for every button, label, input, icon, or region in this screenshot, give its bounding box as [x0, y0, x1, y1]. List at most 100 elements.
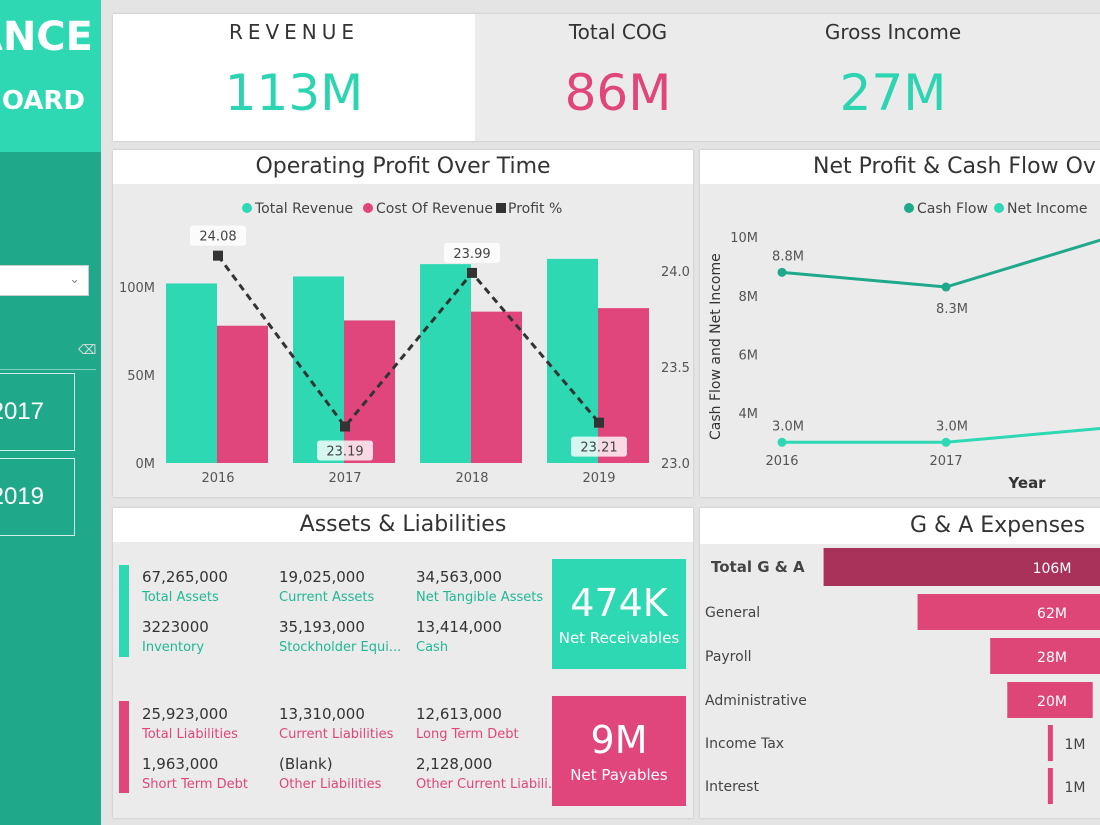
metric-value: 13,414,000 [416, 618, 502, 636]
y2-tick-label: 23.0 [661, 457, 690, 472]
bar-cost-of-revenue [471, 311, 522, 463]
chart-title: Operating Profit Over Time [113, 150, 693, 184]
metric-label: Total Liabilities [142, 727, 238, 742]
metric-value: (Blank) [279, 755, 333, 773]
metric-label: Other Liabilities [279, 777, 382, 792]
legend-marker [242, 203, 252, 213]
kpi-value: 113M [224, 64, 364, 122]
kpi-label: Gross Income [824, 20, 962, 44]
year-button-2017[interactable]: 2017 [0, 373, 75, 451]
dashboard-title: ANCE [0, 14, 93, 60]
funnel-category-label: Income Tax [705, 736, 784, 752]
funnel-bar [990, 638, 1100, 674]
x-tick-label: 2019 [582, 471, 615, 486]
legend-label: Profit % [508, 201, 562, 217]
y2-tick-label: 23.5 [661, 361, 690, 376]
profit-point [340, 421, 350, 432]
funnel-value-label: 28M [1037, 650, 1067, 666]
y-axis-label: Cash Flow and Net Income [708, 253, 724, 440]
y-tick-label: 4M [739, 407, 759, 422]
kpi-cog: Total COG 86M [513, 14, 723, 141]
dashboard-subtitle: BOARD [0, 86, 85, 116]
ga-funnel-chart: Total G & A 106M General 62M Payroll 28M Admin… [705, 548, 1100, 804]
card-value: 9M [590, 718, 648, 762]
data-label: 8.8M [772, 249, 804, 264]
funnel-value-label: 106M [1033, 561, 1072, 577]
x-tick-label: 2017 [328, 471, 361, 486]
funnel-bar [823, 548, 1100, 586]
kpi-strip: REVENUE 113M Total COG 86M Gross Income … [113, 14, 1100, 141]
chart-title: Net Profit & Cash Flow Ov [700, 150, 1100, 184]
card-label: Net Receivables [558, 629, 680, 647]
y-tick-label: 6M [739, 348, 759, 363]
funnel-category-label: Interest [705, 779, 759, 795]
metric-value: 13,310,000 [279, 705, 365, 723]
metric-value: 34,563,000 [416, 568, 502, 586]
bar-cost-of-revenue [217, 325, 268, 463]
ga-expenses-panel: G & A Expenses Total G & A 106M General 62M… [700, 508, 1100, 818]
metric-label: Total Assets [142, 590, 219, 605]
legend-marker [904, 203, 914, 213]
bar-total-revenue [166, 283, 217, 463]
sidebar-header: ANCE BOARD [0, 0, 101, 152]
divider [0, 369, 96, 370]
series-point [941, 437, 951, 447]
legend-marker [496, 203, 506, 213]
y-tick-label: 0M [136, 457, 156, 472]
funnel-category-label: Payroll [705, 649, 751, 665]
data-label-bg [317, 440, 373, 461]
series-point [941, 282, 951, 292]
profit-data-label: 23.19 [326, 445, 363, 460]
y-tick-label: 50M [127, 369, 155, 384]
kpi-revenue: REVENUE 113M [113, 14, 475, 141]
profit-point [213, 250, 223, 261]
metric-value: 2,128,000 [416, 755, 493, 773]
funnel-value-label: 20M [1037, 694, 1067, 710]
funnel-value-label: 1M [1065, 737, 1086, 753]
legend-marker [994, 203, 1004, 213]
legend-label: Cash Flow [917, 201, 988, 217]
x-tick-label: 2018 [455, 471, 488, 486]
funnel-bar [1047, 768, 1053, 804]
kpi-gross-income: Gross Income 27M [783, 14, 1003, 141]
legend-marker [363, 203, 373, 213]
metric-label: Other Current Liabili... [416, 777, 551, 792]
metric-label: Inventory [142, 640, 205, 655]
metric-label: Current Liabilities [279, 727, 394, 742]
chevron-down-icon: ⌄ [69, 272, 80, 287]
chart-title: G & A Expenses [700, 508, 1100, 544]
data-label: 3.0M [936, 419, 968, 434]
y-tick-label: 10M [730, 231, 758, 246]
metric-value: 35,193,000 [279, 618, 365, 636]
year-button-2019[interactable]: 2019 [0, 458, 75, 536]
assets-accent-bar [119, 565, 129, 657]
metric-label: Stockholder Equi... [279, 640, 402, 655]
metric-value: 12,613,000 [416, 705, 502, 723]
eraser-icon[interactable]: ⌫ [78, 343, 97, 358]
data-label: 3.0M [772, 419, 804, 434]
funnel-bar [917, 594, 1100, 630]
funnel-category-label: Administrative [705, 693, 807, 709]
metric-label: Cash [416, 640, 449, 655]
metric-value: 1,963,000 [142, 755, 219, 773]
profit-point [594, 417, 604, 428]
metric-value: 19,025,000 [279, 568, 365, 586]
data-label: 8.3M [936, 302, 968, 317]
operating-profit-panel: Operating Profit Over Time Total Revenue… [113, 150, 693, 497]
y-tick-label: 8M [739, 290, 759, 305]
funnel-category-label: General [705, 605, 760, 621]
net-profit-panel: Net Profit & Cash Flow Ov Cash Flow Net I… [700, 150, 1100, 497]
funnel-bar [1007, 682, 1093, 718]
funnel-value-label: 62M [1037, 606, 1067, 622]
profit-point [467, 267, 477, 278]
profit-line [216, 254, 601, 429]
filter-dropdown[interactable]: ⌄ [0, 265, 89, 296]
metric-value: 25,923,000 [142, 705, 228, 723]
x-tick-label: 2016 [201, 471, 234, 486]
metric-label: Short Term Debt [142, 777, 249, 792]
card-label: Net Payables [570, 766, 668, 784]
metric-label: Current Assets [279, 590, 375, 605]
kpi-value: 86M [564, 64, 672, 122]
x-axis-label: Year [1007, 474, 1046, 492]
series-point [777, 437, 787, 447]
